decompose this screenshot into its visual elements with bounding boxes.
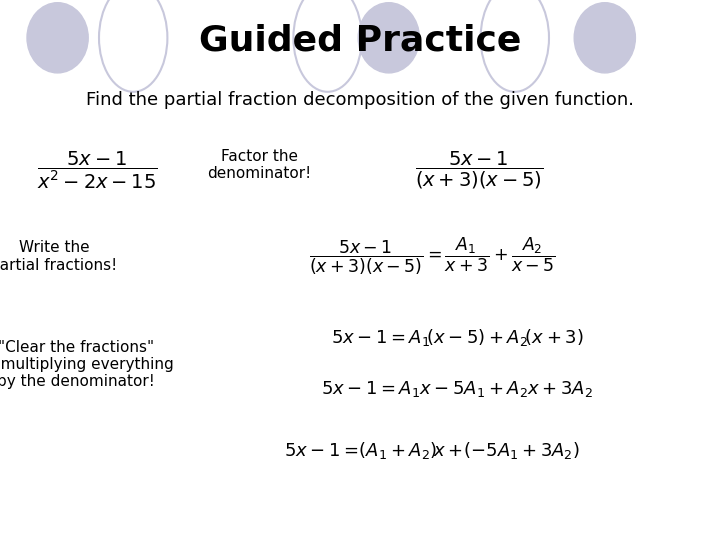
Ellipse shape [575, 3, 635, 73]
Text: $\dfrac{5x-1}{x^2-2x-15}$: $\dfrac{5x-1}{x^2-2x-15}$ [37, 150, 158, 191]
Text: "Clear the fractions"
by multiplying everything
by the denominator!: "Clear the fractions" by multiplying eve… [0, 340, 174, 389]
Text: $5x-1=A_1 x-5A_1+A_2 x+3A_2$: $5x-1=A_1 x-5A_1+A_2 x+3A_2$ [321, 379, 593, 399]
Ellipse shape [359, 3, 420, 73]
Text: $\dfrac{5x-1}{(x+3)(x-5)}$: $\dfrac{5x-1}{(x+3)(x-5)}$ [415, 150, 543, 191]
Text: Find the partial fraction decomposition of the given function.: Find the partial fraction decomposition … [86, 91, 634, 109]
Text: $\dfrac{5x-1}{(x+3)(x-5)}=\dfrac{A_1}{x+3}+\dfrac{A_2}{x-5}$: $\dfrac{5x-1}{(x+3)(x-5)}=\dfrac{A_1}{x+… [309, 236, 555, 277]
Text: Write the
partial fractions!: Write the partial fractions! [0, 240, 117, 273]
Text: $5x-1=A_1\!\left(x-5\right)+A_2\!\left(x+3\right)$: $5x-1=A_1\!\left(x-5\right)+A_2\!\left(x… [331, 327, 583, 348]
Ellipse shape [27, 3, 89, 73]
Text: $5x-1=\!\left(A_1+A_2\right)\!x+\!\left(-5A_1+3A_2\right)$: $5x-1=\!\left(A_1+A_2\right)\!x+\!\left(… [284, 441, 580, 461]
Text: Factor the
denominator!: Factor the denominator! [207, 148, 311, 181]
Text: Guided Practice: Guided Practice [199, 24, 521, 57]
